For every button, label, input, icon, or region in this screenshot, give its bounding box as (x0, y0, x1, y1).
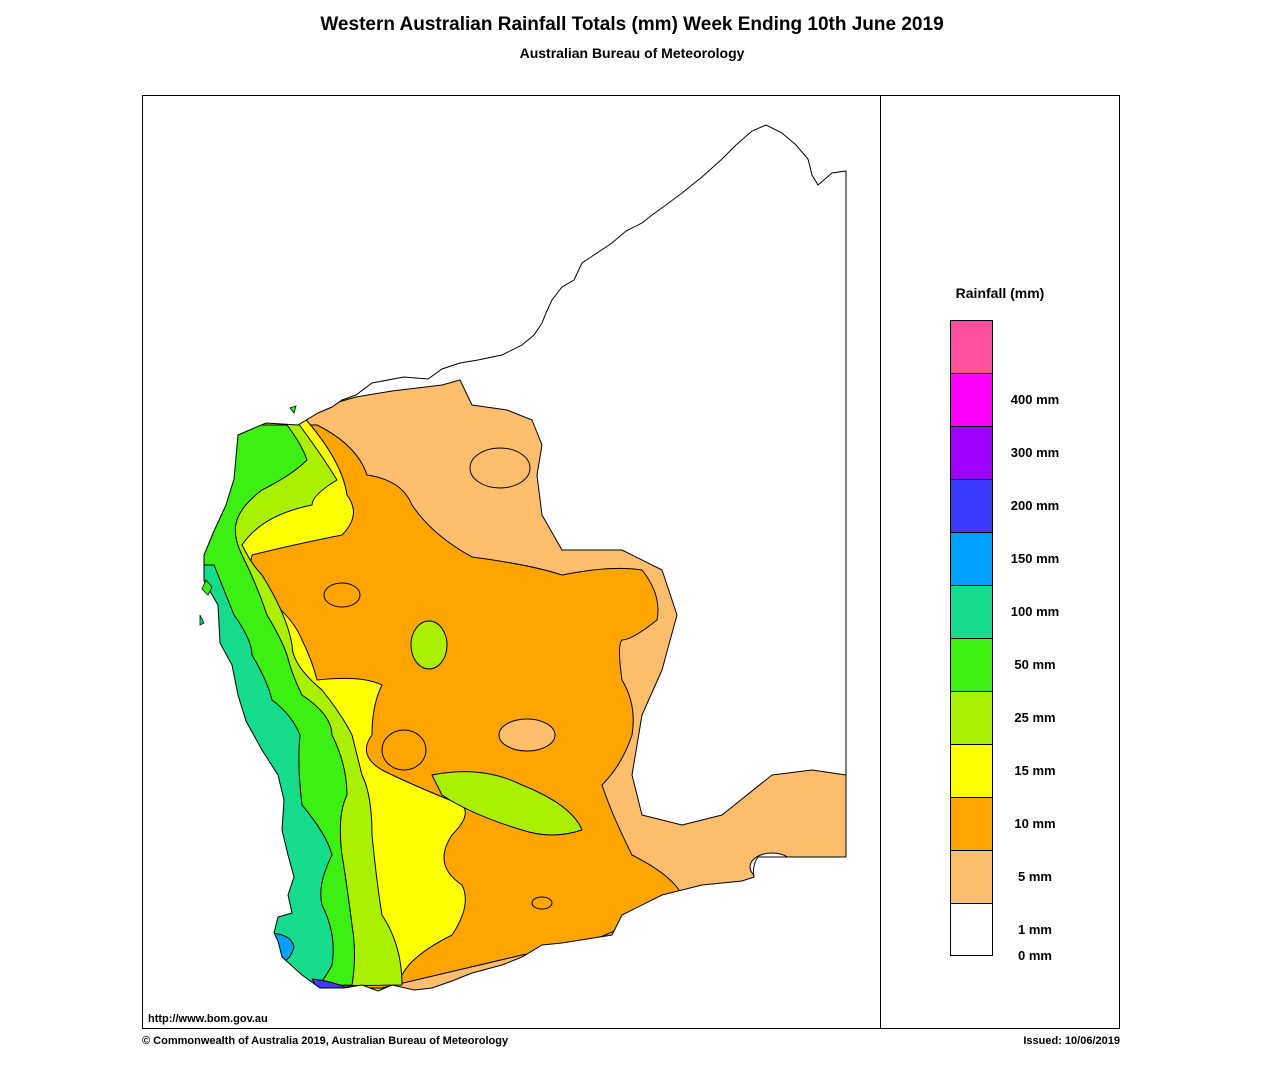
legend-colorbar (950, 320, 993, 956)
zone-15-25mm-band-inland (431, 771, 583, 836)
legend-label: 1 mm (1018, 921, 1052, 937)
source-url[interactable]: http://www.bom.gov.au (148, 1013, 268, 1025)
legend-label: 50 mm (1014, 656, 1056, 672)
map-title: Western Australian Rainfall Totals (mm) … (320, 14, 944, 35)
zone-5-10mm-island-west (323, 582, 361, 608)
legend-title: Rainfall (mm) (955, 285, 1045, 301)
zone-15-25mm-island-centre (410, 620, 448, 670)
zone-5-10mm-island-north (469, 447, 531, 489)
legend-label: 300 mm (1010, 444, 1060, 460)
legend-swatch (950, 850, 993, 903)
legend-label: 0 mm (1018, 948, 1052, 963)
copyright-text: © Commonwealth of Australia 2019, Austra… (142, 1035, 509, 1047)
legend-label: 15 mm (1014, 762, 1056, 778)
legend-swatch (950, 638, 993, 691)
legend-swatch (950, 585, 993, 638)
legend-swatch (950, 426, 993, 479)
legend-swatch (950, 479, 993, 532)
zone-5-10mm-spot-south (531, 896, 553, 910)
legend-label: 5 mm (1018, 868, 1052, 884)
map-subtitle: Australian Bureau of Meteorology (519, 45, 745, 61)
legend-swatch (950, 691, 993, 744)
island-rottnest (289, 405, 297, 414)
legend-swatch (950, 320, 993, 373)
legend-label: 10 mm (1014, 815, 1056, 831)
legend-swatch (950, 532, 993, 585)
map-frame (142, 95, 1120, 1029)
island-abrolhos (199, 614, 205, 626)
legend-swatch (950, 373, 993, 426)
legend-swatch (950, 797, 993, 850)
rainfall-map (199, 124, 847, 992)
legend-label: 200 mm (1010, 497, 1060, 513)
legend-label: 25 mm (1014, 709, 1056, 725)
zone-1-5mm-island-east (498, 718, 556, 752)
legend-label: 100 mm (1010, 603, 1060, 619)
legend-label: 150 mm (1010, 550, 1060, 566)
legend-label: 400 mm (1010, 391, 1060, 407)
frame-divider (880, 95, 881, 1029)
island-shark-bay (201, 579, 213, 596)
zone-5-10mm-island-centre (381, 729, 427, 771)
issued-date: Issued: 10/06/2019 (1023, 1035, 1120, 1047)
legend-swatch (950, 744, 993, 797)
legend-swatch (950, 903, 993, 956)
